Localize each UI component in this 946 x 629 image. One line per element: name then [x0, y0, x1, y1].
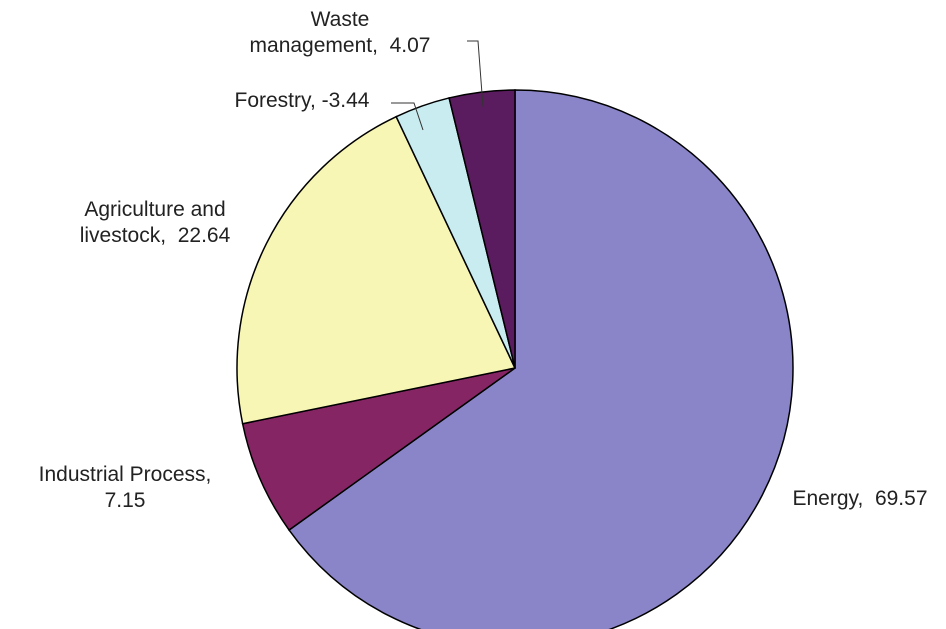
data-label-line: Agriculture and	[84, 198, 225, 221]
slices-layer	[236, 89, 794, 629]
data-label-line: livestock, 22.64	[80, 224, 231, 247]
data-label-energy: Energy, 69.57	[792, 487, 927, 510]
pie-slice-energy	[288, 89, 794, 629]
data-label-forestry: Forestry, -3.44	[235, 89, 370, 112]
pie-slice-agriculture-and-livestock	[236, 115, 517, 425]
data-label-industrial-process: Industrial Process, 7.15	[39, 463, 212, 512]
labels-layer: Energy, 69.57 Industrial Process, 7.15 Agri…	[39, 8, 928, 512]
pie-slice-industrial-process	[241, 367, 516, 532]
data-label-line: Energy, 69.57	[792, 487, 927, 510]
data-label-line: Waste	[311, 8, 370, 31]
data-label-line: management, 4.07	[250, 34, 431, 57]
leader-lines-layer	[391, 40, 484, 131]
leader-line-forestry	[391, 102, 424, 131]
leader-line-waste-management	[467, 40, 484, 108]
data-label-line: Industrial Process,	[39, 463, 212, 486]
data-label-agriculture-and-livestock: Agriculture and livestock, 22.64	[80, 198, 231, 247]
data-label-waste-management: Waste management, 4.07	[250, 8, 431, 57]
data-label-line: Forestry, -3.44	[235, 89, 370, 112]
data-label-line: 7.15	[105, 489, 146, 512]
